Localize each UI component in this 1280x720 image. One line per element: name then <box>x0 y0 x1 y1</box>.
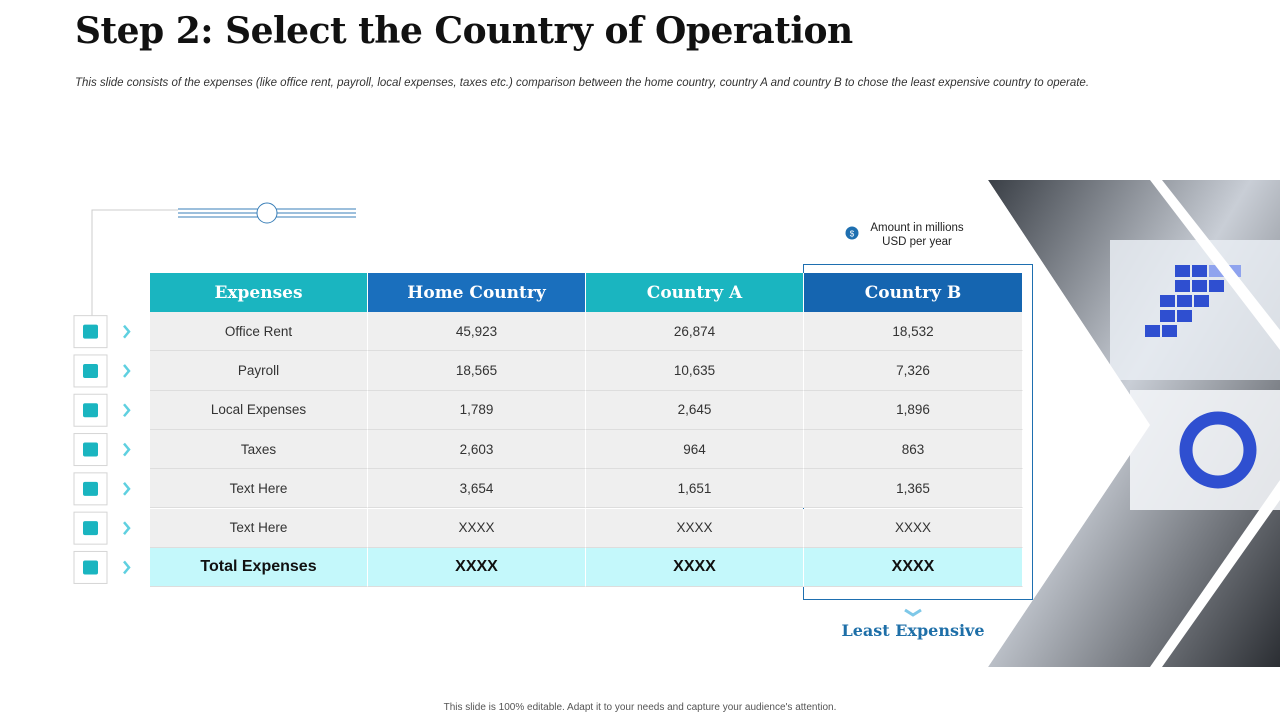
row-icon <box>83 442 98 457</box>
table-cell: Taxes <box>150 429 368 470</box>
table-cell: Text Here <box>150 508 368 548</box>
node <box>256 202 278 224</box>
row-icon <box>123 442 131 457</box>
table-cell: XXXX <box>586 508 804 548</box>
table-cell: Office Rent <box>150 312 368 352</box>
connector <box>91 209 178 320</box>
table-cell: XXXX <box>368 508 586 548</box>
chevron-down <box>904 608 922 617</box>
table-cell: Total Expenses <box>150 547 368 588</box>
table-cell: XXXX <box>804 508 1023 548</box>
table-cell: Payroll <box>150 351 368 391</box>
table-cell: XXXX <box>804 547 1023 588</box>
table-cell: XXXX <box>368 547 586 588</box>
screen <box>1130 390 1280 510</box>
row-icon <box>123 560 131 575</box>
row-icon <box>123 364 131 378</box>
stripe <box>1150 180 1280 350</box>
row-icon <box>83 521 98 536</box>
ring <box>1179 411 1257 489</box>
highlight-label: Least Expensive <box>841 621 985 640</box>
table-cell: 964 <box>586 429 804 470</box>
stripe <box>1150 480 1280 667</box>
note: Amount in millions USD per year <box>870 222 964 248</box>
row-icon <box>123 482 131 496</box>
table-cell: Local Expenses <box>150 390 368 430</box>
table-cell: 7,326 <box>804 351 1023 391</box>
row-icon <box>123 324 131 339</box>
table-cell: 2,603 <box>368 429 586 470</box>
table-cell: 2,645 <box>586 390 804 430</box>
subtitle: This slide consists of the expenses (lik… <box>75 77 1090 89</box>
table-cell: 10,635 <box>586 351 804 391</box>
row-icon <box>83 560 98 575</box>
table-cell: Expenses <box>150 273 368 312</box>
footer: This slide is 100% editable. Adapt it to… <box>443 702 837 713</box>
dollar-icon <box>845 226 859 240</box>
table-cell: Country B <box>804 273 1023 312</box>
table-cell: 863 <box>804 429 1023 470</box>
table-cell: 45,923 <box>368 312 586 352</box>
table-cell: 26,874 <box>586 312 804 352</box>
table-cell: 1,789 <box>368 390 586 430</box>
table-cell: Country A <box>586 273 804 312</box>
svg-text:$: $ <box>850 230 855 239</box>
row-icon <box>123 403 131 418</box>
row-icon <box>83 324 98 339</box>
table-cell: 1,365 <box>804 469 1023 509</box>
table-cell: 1,651 <box>586 469 804 509</box>
row-icon <box>83 363 98 378</box>
table-cell: 1,896 <box>804 390 1023 430</box>
title: Step 2: Select the Country of Operation <box>75 10 853 52</box>
table-cell: 18,565 <box>368 351 586 391</box>
table-cell: 18,532 <box>804 312 1023 352</box>
table-cell: 3,654 <box>368 469 586 509</box>
table-cell: XXXX <box>586 547 804 588</box>
table-cell: Text Here <box>150 469 368 509</box>
heatmap <box>1145 265 1241 337</box>
row-icon <box>123 521 131 535</box>
row-icon <box>83 403 98 418</box>
row-icon <box>83 481 98 496</box>
table-cell: Home Country <box>368 273 586 312</box>
